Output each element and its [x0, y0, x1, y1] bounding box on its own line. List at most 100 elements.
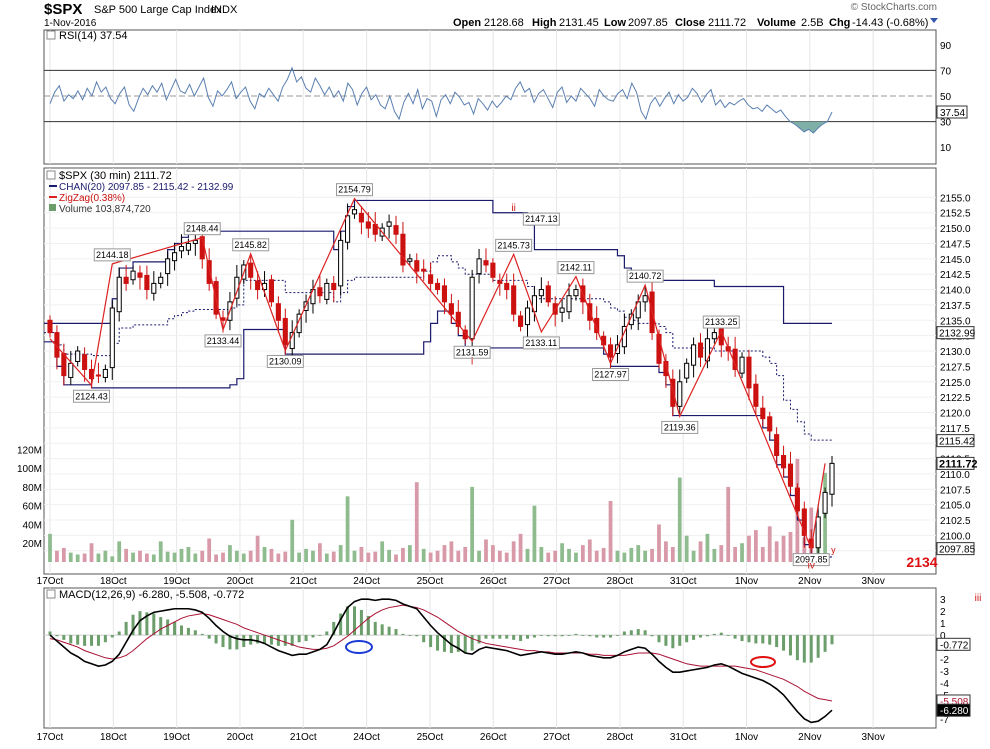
candle-body: [317, 287, 323, 297]
pivot-label-box: [557, 261, 595, 275]
x-tick-label-macd: 1Nov: [735, 732, 758, 743]
macd-value-label: -6.280: [940, 706, 969, 717]
volume-bar: [290, 519, 295, 562]
x-tick-label: 17Oct: [37, 576, 64, 587]
macd-histogram-bar: [477, 635, 481, 644]
candle-body: [351, 209, 358, 215]
price-y-tick: 2117.5: [940, 424, 970, 435]
macd-histogram-bar: [90, 635, 94, 646]
macd-histogram-bar: [588, 635, 592, 637]
candle-body: [691, 344, 697, 366]
wave-label: i: [471, 357, 473, 368]
volume-bar: [484, 539, 488, 562]
macd-histogram-bar: [186, 627, 190, 636]
volume-bar: [151, 554, 156, 562]
macd-histogram-bar: [470, 635, 474, 651]
candle-body: [192, 239, 198, 244]
macd-histogram-bar: [615, 635, 619, 636]
macd-y-tick: -4: [940, 679, 949, 690]
volume-y-tick: 40M: [23, 520, 42, 531]
macd-histogram-bar: [747, 635, 751, 643]
candle-body: [573, 289, 579, 297]
volume-bar: [179, 548, 184, 562]
volume-bar: [324, 553, 329, 562]
rsi-value-label: 37.54: [940, 108, 965, 119]
price-y-tick: 2152.5: [940, 209, 971, 220]
x-tick-label-macd: 28Oct: [607, 732, 634, 743]
zigzag-line: [49, 197, 826, 551]
macd-value-box: [936, 703, 971, 717]
candle-body: [144, 274, 150, 291]
volume-bar: [601, 547, 606, 562]
macd-histogram-bar: [221, 635, 225, 648]
macd-histogram-bar: [408, 635, 412, 636]
volume-bar: [96, 553, 101, 562]
macd-histogram-bar: [816, 635, 820, 658]
svg-text:CHAN(20) 2097.85 - 2115.42 - 2: CHAN(20) 2097.85 - 2115.42 - 2132.99: [59, 182, 234, 193]
volume-bar: [269, 548, 274, 562]
macd-histogram-bar: [574, 633, 578, 636]
candle-body: [102, 368, 108, 378]
candle-body: [324, 282, 330, 300]
volume-bar: [373, 551, 378, 562]
macd-histogram-bar: [76, 635, 80, 645]
candle-body: [206, 260, 212, 284]
macd-histogram-bar: [650, 635, 654, 637]
candle-body: [255, 280, 261, 291]
pivot-label: 2154.79: [338, 185, 371, 195]
volume-bar: [518, 533, 523, 562]
macd-histogram-bar: [311, 635, 315, 638]
price-y-tick: 2140.0: [940, 286, 971, 297]
price-value-label: 2111.72: [939, 458, 978, 470]
volume-bar: [345, 496, 350, 562]
macd-histogram-bar: [629, 630, 633, 636]
dropdown-arrow-icon[interactable]: [930, 18, 938, 23]
macd-histogram-bar: [754, 635, 758, 644]
macd-histogram-bar: [415, 635, 419, 637]
rsi-y-tick: 30: [940, 118, 952, 129]
price-y-tick: 2135.0: [940, 316, 971, 327]
macd-histogram-bar: [62, 635, 66, 640]
macd-histogram-bar: [55, 635, 59, 637]
price-y-tick: 2105.0: [940, 501, 971, 512]
pivot-label-box: [702, 315, 740, 329]
volume-y-tick: 20M: [23, 539, 42, 550]
volume-bar: [352, 550, 357, 562]
macd-histogram-bar: [297, 635, 301, 643]
macd-histogram-bar: [664, 635, 668, 646]
candle-body: [607, 344, 614, 358]
volume-bar: [567, 548, 571, 562]
volume-bar: [331, 551, 336, 562]
macd-histogram-bar: [768, 635, 772, 645]
pivot-label: 2127.97: [594, 370, 627, 380]
rsi-y-tick: 50: [940, 92, 952, 103]
macd-histogram-bar: [228, 635, 232, 650]
candle-body: [82, 354, 88, 370]
volume-bar: [760, 546, 765, 562]
macd-histogram-bar: [103, 635, 107, 643]
candle-body: [172, 252, 178, 262]
candle-body: [739, 356, 745, 374]
macd-histogram-bar: [484, 635, 488, 639]
ohlc-line: Open 2128.68 High 2131.45 Low 2097.85 Close…: [453, 17, 928, 29]
macd-y-tick: -7: [940, 715, 949, 726]
macd-histogram-bar: [283, 635, 287, 646]
macd-histogram-bar: [553, 635, 557, 637]
candle-body: [441, 285, 448, 303]
volume-bar: [456, 550, 461, 562]
macd-histogram-bar: [657, 635, 661, 643]
candle-body: [165, 258, 171, 275]
price-value-box: [936, 326, 975, 340]
pivot-label: 2142.11: [560, 263, 592, 273]
candle-body: [151, 282, 157, 294]
pivot-label: 2148.44: [186, 224, 219, 234]
volume-bar: [774, 541, 779, 562]
price-y-tick: 2102.5: [940, 516, 971, 527]
pivot-label: 2147.13: [525, 214, 558, 224]
volume-bar: [560, 543, 564, 562]
macd-histogram-bar: [276, 635, 280, 646]
volume-bar: [387, 549, 391, 562]
volume-bar: [61, 547, 66, 562]
volume-bar: [262, 546, 267, 562]
